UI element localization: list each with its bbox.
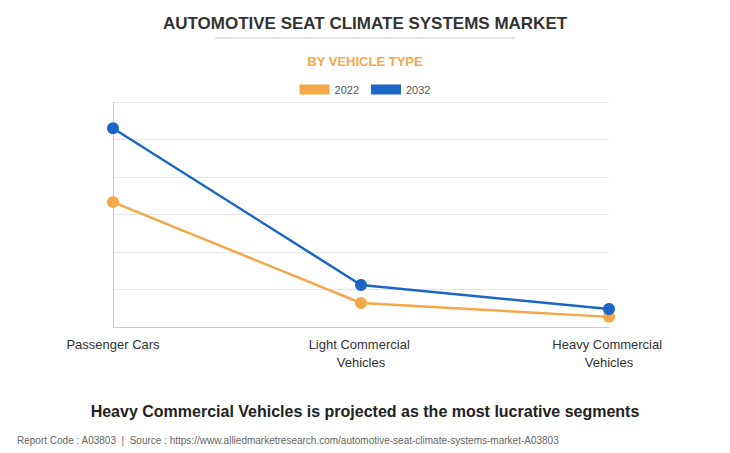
- svg-text:2022: 2022: [335, 84, 359, 96]
- svg-text:BY VEHICLE TYPE: BY VEHICLE TYPE: [307, 54, 423, 69]
- svg-text:Vehicles: Vehicles: [337, 355, 386, 370]
- svg-text:Heavy Commercial Vehicles is p: Heavy Commercial Vehicles is projected a…: [91, 403, 640, 420]
- svg-text:2032: 2032: [406, 84, 430, 96]
- svg-text:AUTOMOTIVE SEAT CLIMATE SYSTEM: AUTOMOTIVE SEAT CLIMATE SYSTEMS MARKET: [163, 14, 568, 33]
- svg-text:Heavy Commercial: Heavy Commercial: [552, 337, 665, 352]
- svg-text:Light Commercial: Light Commercial: [309, 337, 414, 352]
- svg-text:Passenger Cars: Passenger Cars: [66, 337, 160, 352]
- svg-text:Vehicles: Vehicles: [585, 355, 634, 370]
- svg-text:Report Code : A03803 | Sourc: Report Code : A03803 | Source : https://…: [17, 435, 559, 446]
